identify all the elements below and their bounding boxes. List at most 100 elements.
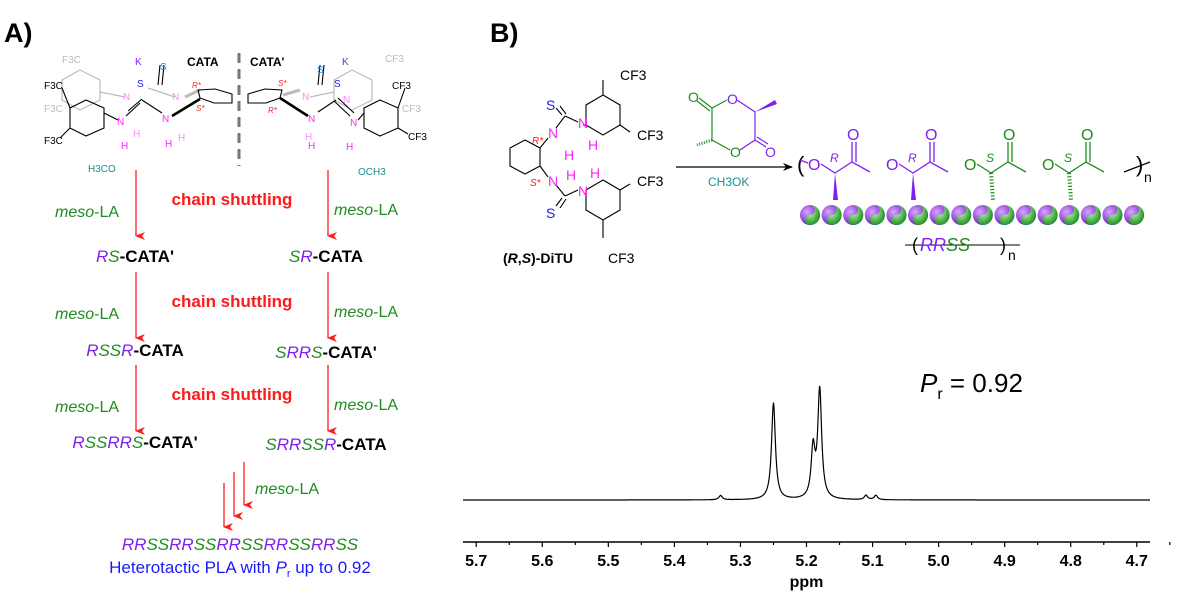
- svg-text:S: S: [546, 205, 555, 221]
- intermediate-label: SR-CATA: [289, 247, 363, 266]
- x-tick-label: 4.7: [1126, 553, 1148, 570]
- repeat-n: n: [1144, 169, 1152, 185]
- svg-text:R*: R*: [532, 136, 544, 147]
- meso-la-label: meso-LA: [334, 202, 398, 219]
- stereo-label: S: [986, 151, 994, 165]
- svg-text:N: N: [578, 115, 588, 131]
- svg-text:S: S: [546, 97, 555, 113]
- x-tick-label: 4.9: [994, 553, 1016, 570]
- svg-text:H: H: [564, 147, 574, 163]
- svg-text:S*: S*: [530, 178, 542, 189]
- carbonyl-oxygen: O: [925, 127, 937, 144]
- svg-text:O: O: [765, 144, 776, 160]
- meso-la-label: meso-LA: [55, 204, 119, 221]
- oxygen-atom: O: [964, 157, 976, 174]
- svg-text:N: N: [123, 92, 130, 103]
- monomer-sphere: [1080, 205, 1101, 225]
- monomer-sphere: [1037, 205, 1058, 225]
- reagent-label: CH3OK: [708, 175, 749, 189]
- monomer-sphere: [951, 205, 972, 225]
- svg-text:N: N: [162, 114, 169, 125]
- svg-text:H: H: [590, 165, 600, 181]
- svg-text:(: (: [912, 235, 918, 255]
- svg-text:CF3: CF3: [637, 127, 664, 143]
- svg-text:CF3: CF3: [408, 132, 427, 143]
- x-tick-label: 5.4: [663, 553, 685, 570]
- monomer-sphere: [994, 205, 1015, 225]
- heterotactic-sequence: RRSSRRSSRRSSRRSSRRSS: [122, 535, 359, 554]
- svg-text:S*: S*: [278, 79, 287, 88]
- monomer-sphere: [843, 205, 864, 225]
- svg-text:): ): [1000, 235, 1006, 255]
- svg-text:F3C: F3C: [44, 136, 63, 147]
- ditu-catalyst-structure: CF3 CF3 CF3 CF3 S S N N N N H H H H R* S…: [503, 67, 664, 266]
- oxygen-atom: O: [886, 157, 898, 174]
- svg-text:N: N: [172, 92, 179, 103]
- stereosequence-spheres: [800, 205, 1144, 225]
- intermediate-label: SRRS-CATA': [275, 343, 377, 362]
- monomer-sphere: [864, 205, 885, 225]
- svg-text:CF3: CF3: [392, 81, 411, 92]
- svg-text:F3C: F3C: [44, 81, 63, 92]
- x-tick-label: 5.1: [861, 553, 883, 570]
- svg-text:CF3: CF3: [620, 67, 647, 83]
- x-tick-label: 5.5: [597, 553, 619, 570]
- intermediate-label: RS-CATA': [96, 247, 174, 266]
- cata-prime-label: CATA': [250, 55, 285, 69]
- pr-annotation: Pr = 0.92: [920, 368, 1023, 403]
- svg-text:S*: S*: [196, 104, 205, 113]
- svg-text:): ): [1136, 152, 1143, 177]
- monomer-sphere: [908, 205, 928, 225]
- svg-text:O: O: [727, 91, 738, 107]
- x-tick-label: 5.6: [531, 553, 553, 570]
- x-tick-label: 5.7: [465, 553, 487, 570]
- x-axis-label: ppm: [790, 574, 824, 591]
- monomer-sphere: [1016, 205, 1036, 225]
- svg-text:RRSS: RRSS: [920, 235, 970, 255]
- stereo-label: R: [830, 151, 839, 165]
- svg-text:N: N: [548, 173, 558, 189]
- svg-text:N: N: [117, 117, 124, 128]
- svg-text:O: O: [730, 144, 741, 160]
- panel-a-label: A): [4, 18, 33, 48]
- svg-text:CF3: CF3: [637, 173, 664, 189]
- svg-text:H: H: [165, 139, 172, 150]
- svg-text:N: N: [308, 114, 315, 125]
- spectrum-trace: [463, 385, 1150, 501]
- svg-text:H: H: [121, 141, 128, 152]
- svg-text:CF3: CF3: [385, 54, 404, 65]
- monomer-sphere: [972, 205, 993, 225]
- repeat-unit-label: ( ) RRSS n: [905, 235, 1020, 263]
- carbonyl-oxygen: O: [1003, 127, 1015, 144]
- chain-shuttling-label: chain shuttling: [172, 190, 293, 209]
- svg-text:H: H: [178, 133, 185, 144]
- chain-shuttling-label: chain shuttling: [172, 292, 293, 311]
- x-tick-label: 5.0: [927, 553, 949, 570]
- svg-text:H: H: [308, 141, 315, 152]
- meso-la-label: meso-LA: [55, 306, 119, 323]
- chain-shuttling-scheme: chain shuttling meso-LA meso-LA chain shutt…: [55, 170, 398, 580]
- svg-text:H: H: [305, 132, 312, 143]
- monomer-sphere: [800, 205, 820, 225]
- chain-shuttling-label: chain shuttling: [172, 385, 293, 404]
- svg-text:H: H: [588, 137, 598, 153]
- svg-text:H: H: [133, 129, 140, 140]
- svg-text:H: H: [346, 142, 353, 153]
- svg-text:S: S: [137, 79, 144, 90]
- svg-text:(: (: [797, 152, 805, 177]
- svg-text:K: K: [342, 57, 349, 68]
- cata-label: CATA: [187, 55, 219, 69]
- svg-text:H3CO: H3CO: [88, 164, 116, 175]
- svg-text:N: N: [578, 183, 588, 199]
- monomer-sphere: [886, 205, 907, 225]
- svg-text:N: N: [302, 92, 309, 103]
- svg-text:K: K: [135, 57, 142, 68]
- svg-text:OCH3: OCH3: [358, 167, 386, 178]
- svg-text:S: S: [334, 79, 341, 90]
- x-tick-label: 4.8: [1060, 553, 1082, 570]
- catalyst-name: (R,S)-DiTU: [503, 250, 573, 266]
- monomer-sphere: [1059, 205, 1080, 225]
- intermediate-label: RSSRRS-CATA': [72, 433, 197, 452]
